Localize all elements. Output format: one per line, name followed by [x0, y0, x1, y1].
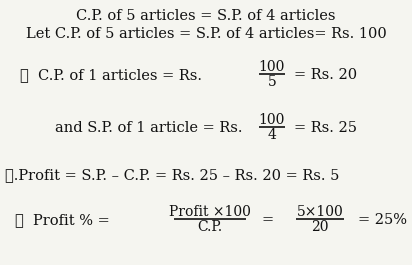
Text: C.P. of 5 articles = S.P. of 4 articles: C.P. of 5 articles = S.P. of 4 articles [76, 9, 336, 23]
Text: =: = [262, 213, 274, 227]
Text: 5×100: 5×100 [297, 205, 343, 219]
Text: = 25%: = 25% [358, 213, 407, 227]
Text: = Rs. 25: = Rs. 25 [294, 121, 357, 135]
Text: 100: 100 [259, 60, 285, 74]
Text: and S.P. of 1 article = Rs.: and S.P. of 1 article = Rs. [55, 121, 243, 135]
Text: 100: 100 [259, 113, 285, 127]
Text: 4: 4 [267, 128, 276, 142]
Text: 5: 5 [268, 75, 276, 89]
Text: C.P.: C.P. [197, 220, 222, 234]
Text: ∴  Profit % =: ∴ Profit % = [15, 213, 110, 227]
Text: Profit ×100: Profit ×100 [169, 205, 251, 219]
Text: 20: 20 [311, 220, 329, 234]
Text: = Rs. 20: = Rs. 20 [294, 68, 357, 82]
Text: ∴  C.P. of 1 articles = Rs.: ∴ C.P. of 1 articles = Rs. [20, 68, 202, 82]
Text: Let C.P. of 5 articles = S.P. of 4 articles= Rs. 100: Let C.P. of 5 articles = S.P. of 4 artic… [26, 27, 386, 41]
Text: ∴.Profit = S.P. – C.P. = Rs. 25 – Rs. 20 = Rs. 5: ∴.Profit = S.P. – C.P. = Rs. 25 – Rs. 20… [5, 168, 339, 182]
